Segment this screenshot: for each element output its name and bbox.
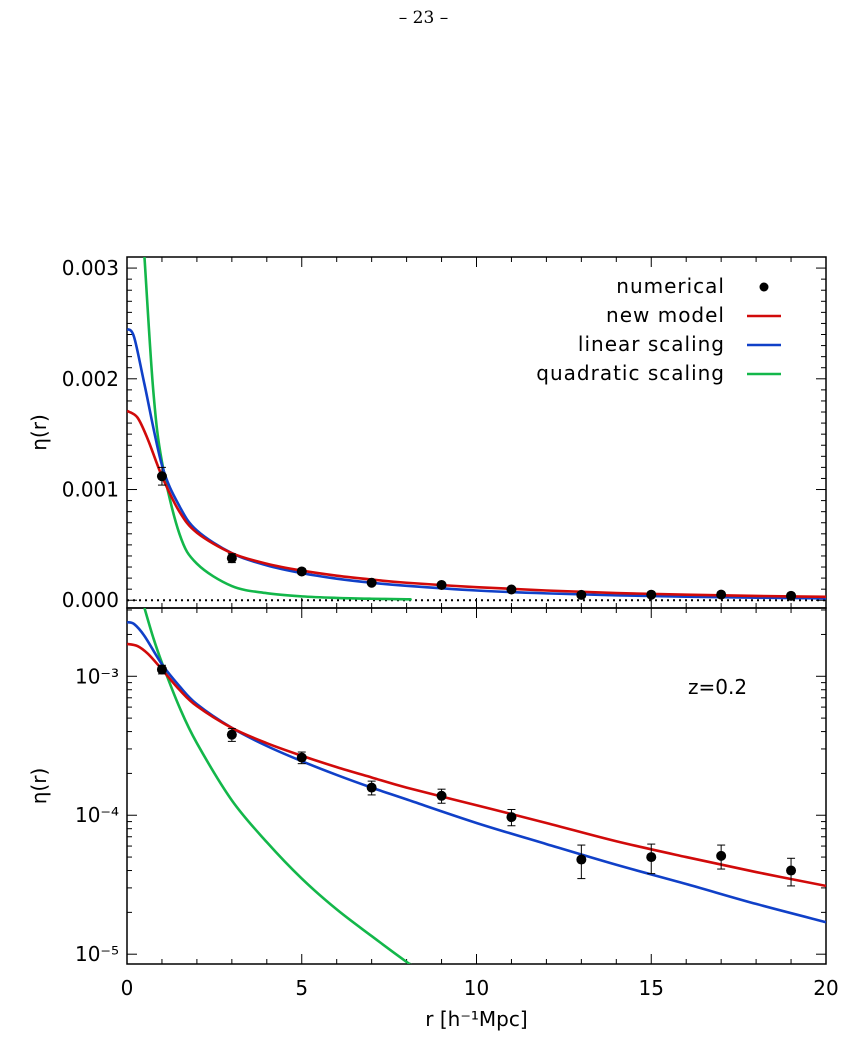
x-tick-label: 0 [121, 976, 134, 1000]
bottom-data-point [506, 812, 517, 823]
bottom-data-point [576, 854, 587, 865]
top-new-model-line [127, 409, 826, 599]
top-y-tick-label: 0.002 [62, 367, 119, 391]
bottom-panel: 10⁻⁵ 10⁻⁴ 10⁻³ 0 5 10 15 20 η(r) r [h⁻¹Mpc] z=… [27, 607, 839, 1031]
legend-marker-numerical [759, 282, 769, 292]
top-data-point [716, 589, 727, 600]
top-points [156, 466, 797, 601]
top-y-tick-label: 0.001 [62, 478, 119, 502]
top-data-point [436, 579, 447, 590]
page-number: – 23 – [398, 8, 449, 28]
bottom-data-point [156, 664, 167, 675]
top-data-point [296, 566, 307, 577]
bottom-points [156, 664, 797, 887]
top-data-point [646, 589, 657, 600]
bottom-data-point [786, 865, 797, 876]
legend-label: new model [606, 303, 725, 327]
legend-label: linear scaling [578, 332, 725, 356]
top-data-point [576, 589, 587, 600]
legend: numerical new model linear scaling quadrati… [536, 274, 781, 385]
top-data-point [366, 577, 377, 588]
top-data-point [786, 590, 797, 601]
x-tick-label: 5 [295, 976, 308, 1000]
top-y-tick-label: 0.003 [62, 256, 119, 280]
top-ticks [126, 257, 827, 608]
bottom-data-point [436, 790, 447, 801]
top-panel: 0.000 0.001 0.002 0.003 η(r) numerical new m… [27, 256, 827, 612]
bottom-y-tick-labels: 10⁻⁵ 10⁻⁴ 10⁻³ [75, 664, 119, 966]
bottom-y-tick-label: 10⁻⁵ [75, 942, 119, 966]
bottom-quadratic-scaling-line [143, 608, 412, 964]
top-data-point [506, 584, 517, 595]
x-axis-label: r [h⁻¹Mpc] [425, 1007, 527, 1031]
redshift-annotation: z=0.2 [688, 675, 747, 699]
bottom-data-point [296, 752, 307, 763]
top-data-point [226, 553, 237, 564]
bottom-linear-scaling-line [127, 620, 826, 924]
top-quadratic-scaling-line [143, 257, 412, 601]
top-linear-scaling-line [127, 327, 826, 600]
top-data-point [156, 471, 167, 482]
bottom-y-tick-label: 10⁻⁴ [75, 803, 119, 827]
top-y-axis-label: η(r) [27, 414, 51, 451]
x-tick-labels: 0 5 10 15 20 [121, 976, 839, 1000]
x-tick-label: 20 [813, 976, 838, 1000]
bottom-y-axis-label: η(r) [27, 768, 51, 805]
bottom-data-point [226, 729, 237, 740]
bottom-y-tick-label: 10⁻³ [75, 664, 119, 688]
top-y-tick-labels: 0.000 0.001 0.002 0.003 [62, 256, 119, 612]
bottom-data-point [646, 852, 657, 863]
legend-label: numerical [616, 274, 725, 298]
bottom-data-point [716, 850, 727, 861]
x-tick-label: 15 [639, 976, 664, 1000]
top-y-tick-label: 0.000 [62, 588, 119, 612]
bottom-ticks [126, 608, 827, 964]
bottom-data-point [366, 782, 377, 793]
x-tick-label: 10 [464, 976, 489, 1000]
legend-label: quadratic scaling [536, 361, 725, 385]
bottom-curves [127, 608, 826, 964]
bottom-frame [126, 607, 827, 965]
